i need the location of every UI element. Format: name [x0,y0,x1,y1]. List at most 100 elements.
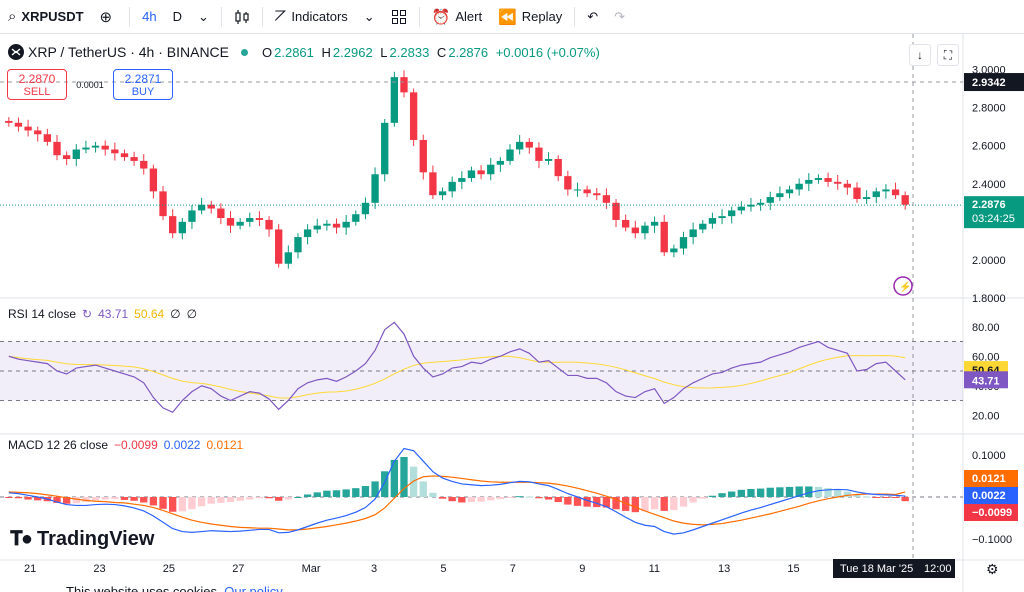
macd-histogram-bar [718,493,726,497]
macd-histogram-bar [14,497,23,499]
rewind-icon: ⏪ [498,8,517,26]
interval-4h[interactable]: 4h [142,9,157,24]
fullscreen-button[interactable]: ⛶ [937,44,959,66]
candle-body [101,145,109,150]
macd-histogram-bar [284,497,292,500]
redo-button[interactable]: ↷ [606,0,633,34]
candle-body [573,189,582,191]
tradingview-logo[interactable]: 𝐓● TradingView [10,528,154,551]
candle-body [226,218,235,226]
macd-histogram-bar [458,497,466,503]
candle-body [178,221,186,234]
buy-price: 2.2871 [124,71,162,86]
candle-body [352,214,360,222]
low-label: L [380,44,388,60]
scroll-down-button[interactable]: ↓ [909,44,931,66]
macd-tick-label: 0.1000 [972,450,1006,462]
candle-body [776,193,784,198]
macd-legend: MACD 12 26 close −0.0099 0.0022 0.0121 [8,438,243,452]
rsi-tick-label: 20.00 [972,410,1000,422]
replay-button[interactable]: ⏪ Replay [490,0,570,34]
cookie-policy-link[interactable]: Our policy [224,584,283,592]
candle-body [72,149,80,160]
candle-body [872,191,880,198]
macd-histogram-bar [323,490,331,497]
macd-histogram-bar [708,495,717,497]
candle-body [111,149,119,154]
candle-body [371,174,379,203]
rsi-settings-icon[interactable]: ↻ [82,307,93,321]
time-tick-label: 7 [510,563,516,575]
candle-body [197,204,206,211]
price-tick-label: 2.8000 [972,103,1006,115]
macd-histogram-bar [197,497,206,507]
macd-histogram-bar [246,497,254,500]
macd-histogram-bar [24,497,32,500]
undo-button[interactable]: ↶ [579,0,606,34]
candle-body [120,153,129,158]
candle-body [631,227,639,234]
candle-body [409,92,418,140]
macd-histogram-bar [535,497,543,499]
candle-body [159,191,167,217]
spread-value: 0.0001 [76,79,104,90]
rsi-tick-label: 80.00 [972,322,1000,334]
candle-body [718,216,726,219]
candle-body [477,170,485,175]
macd-histogram-bar [805,486,813,497]
compare-button[interactable]: ⊕ [92,0,126,34]
candle-body [62,155,71,160]
last-price-tag [964,196,1024,229]
macd-histogram-bar [593,497,601,508]
indicators-button[interactable]: ⦢ Indicators [267,0,356,34]
macd-line-tag [964,487,1018,504]
rsi-legend: RSI 14 close ↻ 43.71 50.64 ∅ ∅ [8,307,197,321]
time-tick-label: 5 [440,563,446,575]
candle-body [400,77,408,93]
chart-type-button[interactable] [226,0,258,34]
symbol-search-button[interactable]: ⌕ XRPUSDT [0,0,92,34]
sell-button[interactable]: 2.2870 SELL [7,69,67,100]
alert-button[interactable]: ⏰ Alert [424,0,490,34]
macd-signal-value: 0.0121 [206,438,244,452]
close-label: C [436,44,447,60]
macd-histogram-bar [419,481,427,497]
price-tick-label: 2.0000 [972,255,1006,267]
candle-body [814,178,823,180]
candle-body [737,206,745,211]
divider [220,6,222,27]
rsi-label[interactable]: RSI 14 close [8,307,77,321]
interval-d[interactable]: D [172,9,182,24]
layouts-button[interactable] [383,0,415,34]
crosshair-price-tag [964,73,1024,92]
macd-histogram-bar [564,497,572,505]
macd-histogram-bar [72,497,80,504]
rsi-extra-1: ∅ [170,307,181,321]
candle-body [43,134,52,142]
macd-histogram-bar [381,471,389,497]
macd-histogram-bar [448,497,456,502]
candle-body [438,191,447,196]
macd-label[interactable]: MACD 12 26 close [8,438,109,452]
buy-button[interactable]: 2.2871 BUY [113,69,173,100]
candle-body [554,159,562,177]
interval-dropdown[interactable]: ⌄ [190,0,217,34]
alarm-clock-icon: ⏰ [431,8,451,26]
crosshair-time-label: Tue 18 Mar '25 [840,563,913,575]
macd-histogram-bar [294,497,302,498]
symbol-title[interactable]: XRP / TetherUS · 4h · BINANCE [28,44,229,60]
candle-body [699,223,707,230]
macd-histogram-bar [111,497,119,500]
time-tick-label: Mar [302,563,321,575]
price-chart[interactable]: 3.00002.80002.60002.40002.20002.00001.80… [0,34,1024,592]
time-tick-label: 3 [371,563,377,575]
plus-circle-icon: ⊕ [99,8,113,26]
macd-histogram-bar [390,459,399,497]
macd-histogram-bar [612,497,620,510]
time-tick-label: 15 [787,563,799,575]
candle-body [217,208,225,219]
candle-body [149,168,158,192]
lightning-glyph: ⚡ [899,280,911,293]
indicators-dropdown[interactable]: ⌄ [356,0,383,34]
candle-body [515,141,524,150]
